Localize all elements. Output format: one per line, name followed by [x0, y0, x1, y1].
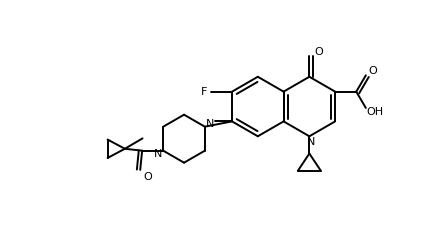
Text: N: N — [307, 137, 316, 147]
Text: N: N — [206, 119, 214, 129]
Text: O: O — [368, 66, 377, 76]
Text: N: N — [154, 149, 163, 159]
Text: F: F — [201, 87, 207, 97]
Text: O: O — [143, 172, 152, 182]
Text: O: O — [315, 47, 323, 57]
Text: OH: OH — [366, 107, 383, 117]
